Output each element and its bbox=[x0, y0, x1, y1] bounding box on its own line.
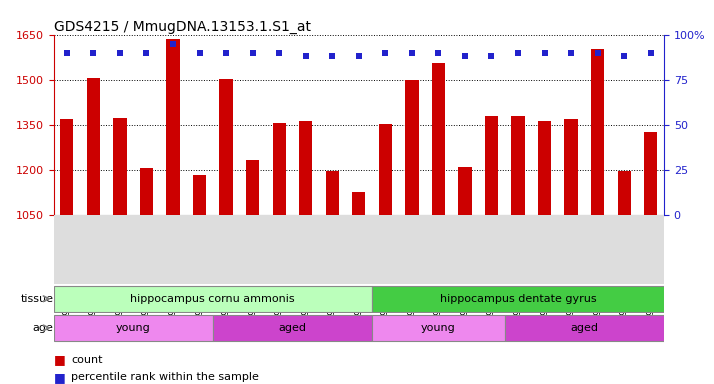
Text: tissue: tissue bbox=[21, 294, 54, 304]
Bar bbox=[140, 169, 153, 215]
Bar bbox=[511, 116, 525, 215]
Point bbox=[380, 50, 391, 56]
Bar bbox=[213, 315, 372, 341]
Point bbox=[141, 50, 152, 56]
Bar bbox=[485, 116, 498, 215]
Point bbox=[273, 50, 285, 56]
Bar bbox=[372, 286, 664, 312]
Point bbox=[433, 50, 444, 56]
Text: count: count bbox=[71, 355, 103, 365]
Point bbox=[618, 53, 630, 59]
Point bbox=[61, 50, 73, 56]
Point bbox=[114, 50, 126, 56]
Text: young: young bbox=[116, 323, 151, 333]
Bar bbox=[54, 315, 213, 341]
Point bbox=[645, 50, 656, 56]
Bar bbox=[273, 123, 286, 215]
Bar bbox=[326, 171, 339, 215]
Bar bbox=[538, 121, 551, 215]
Point bbox=[459, 53, 471, 59]
Bar bbox=[505, 315, 664, 341]
Bar bbox=[406, 80, 418, 215]
Bar bbox=[219, 79, 233, 215]
Bar bbox=[299, 121, 312, 215]
Bar bbox=[166, 39, 180, 215]
Point bbox=[406, 50, 418, 56]
Point bbox=[513, 50, 524, 56]
Point bbox=[592, 50, 603, 56]
Text: percentile rank within the sample: percentile rank within the sample bbox=[71, 372, 259, 382]
Text: aged: aged bbox=[278, 323, 306, 333]
Bar bbox=[644, 132, 658, 215]
Point bbox=[193, 50, 205, 56]
Point bbox=[326, 53, 338, 59]
Point bbox=[539, 50, 550, 56]
Bar bbox=[591, 49, 604, 215]
Point bbox=[486, 53, 497, 59]
Bar bbox=[86, 78, 100, 215]
Point bbox=[353, 53, 365, 59]
Text: young: young bbox=[421, 323, 456, 333]
Bar bbox=[54, 286, 372, 312]
Text: age: age bbox=[33, 323, 54, 333]
Bar bbox=[114, 118, 126, 215]
Bar bbox=[432, 63, 445, 215]
Bar bbox=[60, 119, 74, 215]
Text: hippocampus cornu ammonis: hippocampus cornu ammonis bbox=[131, 294, 295, 304]
Point bbox=[167, 41, 178, 47]
Point bbox=[247, 50, 258, 56]
Bar bbox=[372, 315, 505, 341]
Bar bbox=[378, 124, 392, 215]
Text: ■: ■ bbox=[54, 371, 69, 384]
Text: hippocampus dentate gyrus: hippocampus dentate gyrus bbox=[440, 294, 596, 304]
Bar bbox=[618, 171, 631, 215]
Text: aged: aged bbox=[570, 323, 598, 333]
Point bbox=[565, 50, 577, 56]
Bar bbox=[193, 175, 206, 215]
Point bbox=[88, 50, 99, 56]
Point bbox=[300, 53, 311, 59]
Bar bbox=[352, 192, 366, 215]
Text: GDS4215 / MmugDNA.13153.1.S1_at: GDS4215 / MmugDNA.13153.1.S1_at bbox=[54, 20, 311, 33]
Bar bbox=[458, 167, 471, 215]
Bar bbox=[565, 119, 578, 215]
Bar bbox=[246, 160, 259, 215]
Point bbox=[221, 50, 232, 56]
Text: ■: ■ bbox=[54, 353, 69, 366]
